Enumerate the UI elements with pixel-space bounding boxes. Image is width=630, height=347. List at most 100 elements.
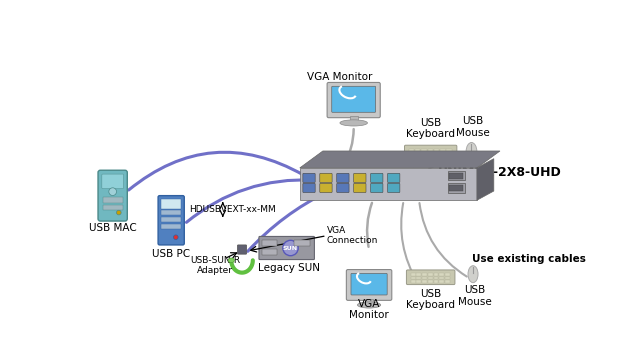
Bar xyxy=(449,185,463,191)
Bar xyxy=(433,280,438,283)
Bar xyxy=(409,149,415,151)
Text: Legacy SUN: Legacy SUN xyxy=(258,263,320,273)
Bar xyxy=(161,224,181,229)
Ellipse shape xyxy=(466,143,477,161)
Bar xyxy=(434,152,439,154)
Bar xyxy=(445,277,450,279)
FancyBboxPatch shape xyxy=(336,173,349,183)
Bar xyxy=(103,205,123,210)
Bar xyxy=(428,277,433,279)
Bar xyxy=(365,299,373,303)
Bar xyxy=(416,273,421,276)
FancyBboxPatch shape xyxy=(98,170,127,221)
Bar xyxy=(422,277,427,279)
Text: USB-SUN-R
Adapter: USB-SUN-R Adapter xyxy=(190,256,240,275)
Bar xyxy=(439,280,444,283)
Bar xyxy=(161,217,181,222)
Text: USB MAC: USB MAC xyxy=(89,223,137,234)
Bar xyxy=(103,197,123,203)
Text: USB
Mouse: USB Mouse xyxy=(456,116,490,138)
FancyBboxPatch shape xyxy=(353,183,366,193)
FancyBboxPatch shape xyxy=(102,174,123,188)
FancyBboxPatch shape xyxy=(351,273,387,295)
Bar xyxy=(434,155,439,158)
FancyBboxPatch shape xyxy=(336,183,349,193)
FancyBboxPatch shape xyxy=(158,196,184,245)
FancyBboxPatch shape xyxy=(387,173,400,183)
Bar xyxy=(422,280,427,283)
Bar xyxy=(421,152,427,154)
Text: USB
Keyboard: USB Keyboard xyxy=(406,118,455,139)
Text: Use existing cables: Use existing cables xyxy=(471,254,585,264)
Bar xyxy=(262,240,277,246)
Ellipse shape xyxy=(340,120,367,126)
Bar xyxy=(447,183,464,193)
Bar xyxy=(161,200,181,209)
Bar xyxy=(433,273,438,276)
Bar xyxy=(445,273,450,276)
Bar xyxy=(411,280,416,283)
FancyBboxPatch shape xyxy=(370,173,383,183)
Circle shape xyxy=(283,240,298,256)
Bar xyxy=(415,149,420,151)
FancyBboxPatch shape xyxy=(303,173,315,183)
FancyBboxPatch shape xyxy=(332,86,375,112)
Bar xyxy=(415,152,420,154)
Circle shape xyxy=(109,188,117,195)
FancyBboxPatch shape xyxy=(404,145,457,161)
FancyBboxPatch shape xyxy=(320,173,332,183)
Bar xyxy=(411,273,416,276)
Bar xyxy=(428,152,433,154)
Ellipse shape xyxy=(228,258,234,263)
Bar xyxy=(300,168,477,200)
Bar xyxy=(433,277,438,279)
Bar xyxy=(440,149,445,151)
Bar xyxy=(409,155,415,158)
Polygon shape xyxy=(477,159,494,200)
FancyBboxPatch shape xyxy=(387,183,400,193)
Bar xyxy=(446,155,452,158)
Bar xyxy=(445,280,450,283)
Bar xyxy=(440,155,445,158)
Bar xyxy=(294,240,310,246)
Bar xyxy=(428,149,433,151)
Bar xyxy=(428,273,433,276)
Text: USB
Keyboard: USB Keyboard xyxy=(406,289,455,311)
Circle shape xyxy=(117,210,121,215)
Text: UNIMUX-2X8-UHD: UNIMUX-2X8-UHD xyxy=(438,166,561,179)
Bar xyxy=(416,280,421,283)
Text: VGA Monitor: VGA Monitor xyxy=(307,73,372,83)
Bar xyxy=(421,155,427,158)
FancyBboxPatch shape xyxy=(406,270,455,285)
Text: USB
Mouse: USB Mouse xyxy=(457,285,491,306)
Bar xyxy=(447,171,464,180)
Ellipse shape xyxy=(357,302,381,308)
Ellipse shape xyxy=(468,266,478,283)
FancyBboxPatch shape xyxy=(259,236,314,260)
Bar xyxy=(449,172,463,179)
Bar xyxy=(434,149,439,151)
Bar xyxy=(440,152,445,154)
Text: USB PC: USB PC xyxy=(152,249,190,259)
Bar xyxy=(409,152,415,154)
FancyBboxPatch shape xyxy=(327,83,381,118)
Bar xyxy=(161,210,181,215)
Bar xyxy=(262,249,277,255)
FancyBboxPatch shape xyxy=(238,245,246,254)
Text: VGA
Monitor: VGA Monitor xyxy=(349,299,389,320)
Polygon shape xyxy=(300,151,500,168)
Bar xyxy=(421,149,427,151)
Circle shape xyxy=(173,235,178,239)
Bar xyxy=(415,155,420,158)
Bar xyxy=(446,152,452,154)
Text: SUN: SUN xyxy=(283,245,298,251)
Bar xyxy=(439,273,444,276)
Bar xyxy=(411,277,416,279)
Bar xyxy=(439,277,444,279)
FancyBboxPatch shape xyxy=(303,183,315,193)
FancyBboxPatch shape xyxy=(370,183,383,193)
Bar xyxy=(428,280,433,283)
Bar xyxy=(422,273,427,276)
Bar xyxy=(416,277,421,279)
Text: VGA
Connection: VGA Connection xyxy=(327,226,378,245)
